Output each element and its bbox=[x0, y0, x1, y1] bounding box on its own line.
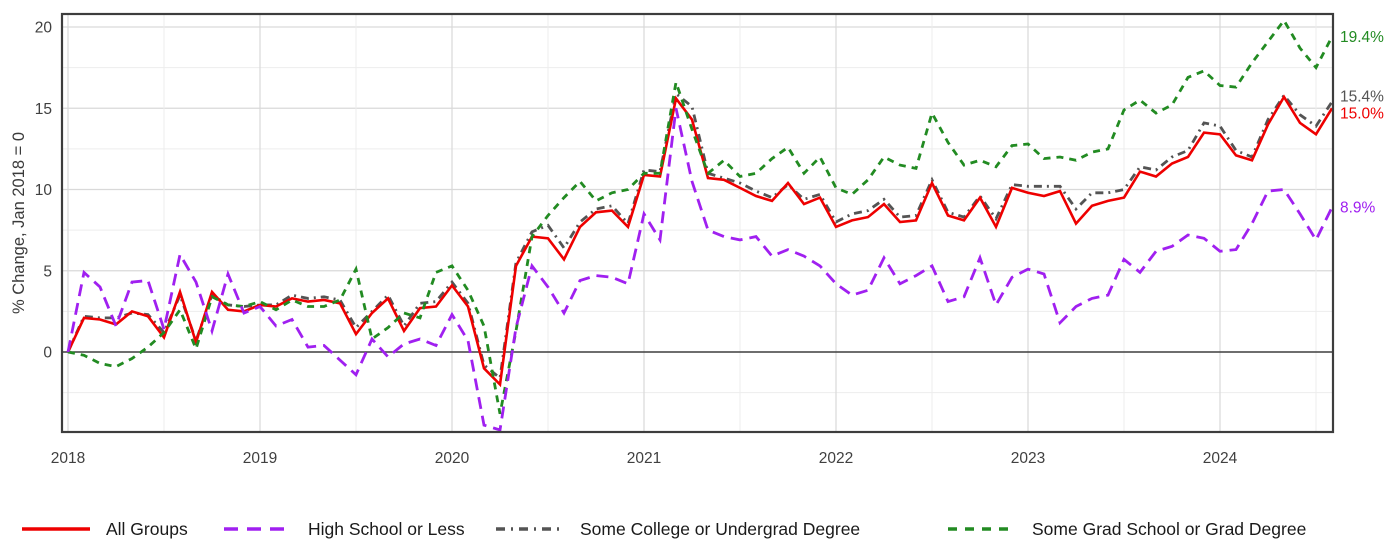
end-value-labels: 19.4% 15.4%15.0% 8.9% bbox=[1340, 29, 1384, 217]
x-tick-label: 2019 bbox=[243, 450, 277, 467]
x-tick-label: 2022 bbox=[819, 450, 853, 467]
y-axis-title: % Change, Jan 2018 = 0 bbox=[10, 132, 28, 314]
legend-item-high-school-or-less: High School or Less bbox=[224, 519, 465, 539]
series-line-some-college-or-undergrad-degree bbox=[66, 91, 1334, 381]
gridlines bbox=[62, 14, 1333, 432]
legend-item-all-groups: All Groups bbox=[22, 519, 188, 539]
series-line-some-grad-school-or-grad-degree bbox=[67, 17, 1334, 415]
series-lines bbox=[66, 17, 1334, 432]
y-tick-label: 0 bbox=[43, 345, 52, 362]
legend-label: Some Grad School or Grad Degree bbox=[1032, 519, 1306, 539]
x-tick-label: 2018 bbox=[51, 450, 85, 467]
x-tick-label: 2020 bbox=[435, 450, 470, 467]
y-tick-label: 10 bbox=[35, 182, 53, 199]
plot-border bbox=[60, 12, 1335, 434]
legend-item-some-grad-school-or-grad-degree: Some Grad School or Grad Degree bbox=[948, 519, 1306, 539]
legend-label: Some College or Undergrad Degree bbox=[580, 519, 860, 539]
x-tick-label: 2021 bbox=[627, 450, 661, 467]
legend-item-some-college-or-undergrad-degree: Some College or Undergrad Degree bbox=[496, 519, 860, 539]
x-tick-label: 2023 bbox=[1011, 450, 1045, 467]
legend: All Groups High School or Less Some Colleg… bbox=[22, 519, 1306, 539]
plot-panel-border bbox=[60, 12, 1335, 434]
series-end-value-label: 15.4% bbox=[1340, 89, 1384, 106]
x-tick-label: 2024 bbox=[1203, 450, 1238, 467]
series-end-value-label: 15.0% bbox=[1340, 106, 1384, 123]
series-line-high-school-or-less bbox=[66, 108, 1334, 432]
x-axis: 2018 2019 2020 2021 2022 2023 2024 bbox=[51, 450, 1238, 467]
series-end-value-label: 8.9% bbox=[1340, 199, 1376, 216]
y-axis: 0 5 10 15 20 bbox=[35, 20, 53, 362]
legend-label: All Groups bbox=[106, 519, 188, 539]
legend-label: High School or Less bbox=[308, 519, 465, 539]
y-tick-label: 20 bbox=[35, 20, 53, 37]
y-tick-label: 5 bbox=[43, 263, 52, 280]
series-end-value-label: 19.4% bbox=[1340, 29, 1384, 46]
y-tick-label: 15 bbox=[35, 101, 52, 118]
